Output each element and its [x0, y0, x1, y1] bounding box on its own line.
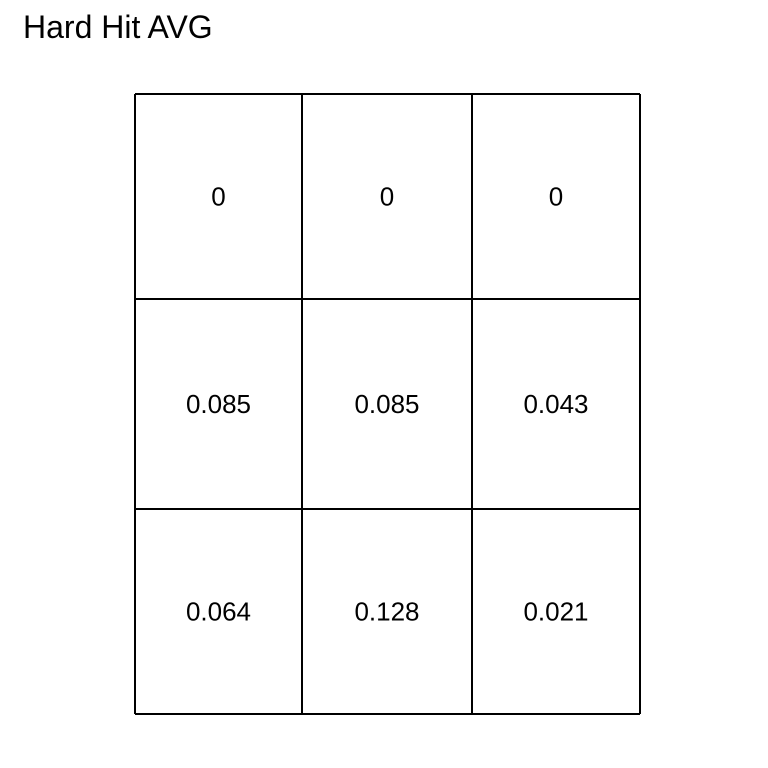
cell-value-r1-c3: 0	[549, 182, 563, 212]
cell-value-r3-c2: 0.128	[354, 597, 419, 627]
cell-value-r1-c1: 0	[211, 182, 225, 212]
cell-value-r2-c2: 0.085	[354, 389, 419, 419]
cell-value-r3-c3: 0.021	[523, 597, 588, 627]
cell-value-r2-c3: 0.043	[523, 389, 588, 419]
cell-value-r3-c1: 0.064	[186, 597, 251, 627]
cell-value-r1-c2: 0	[380, 182, 394, 212]
cell-value-r2-c1: 0.085	[186, 389, 251, 419]
chart-title: Hard Hit AVG	[23, 9, 213, 45]
cell-labels: 0 0 0 0.085 0.085 0.043 0.064 0.128 0.021	[186, 182, 589, 627]
grid-lines	[134, 93, 641, 715]
